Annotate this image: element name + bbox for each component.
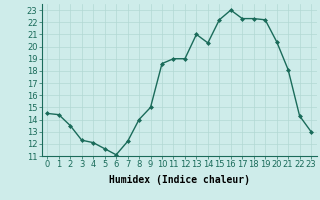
X-axis label: Humidex (Indice chaleur): Humidex (Indice chaleur)	[109, 175, 250, 185]
